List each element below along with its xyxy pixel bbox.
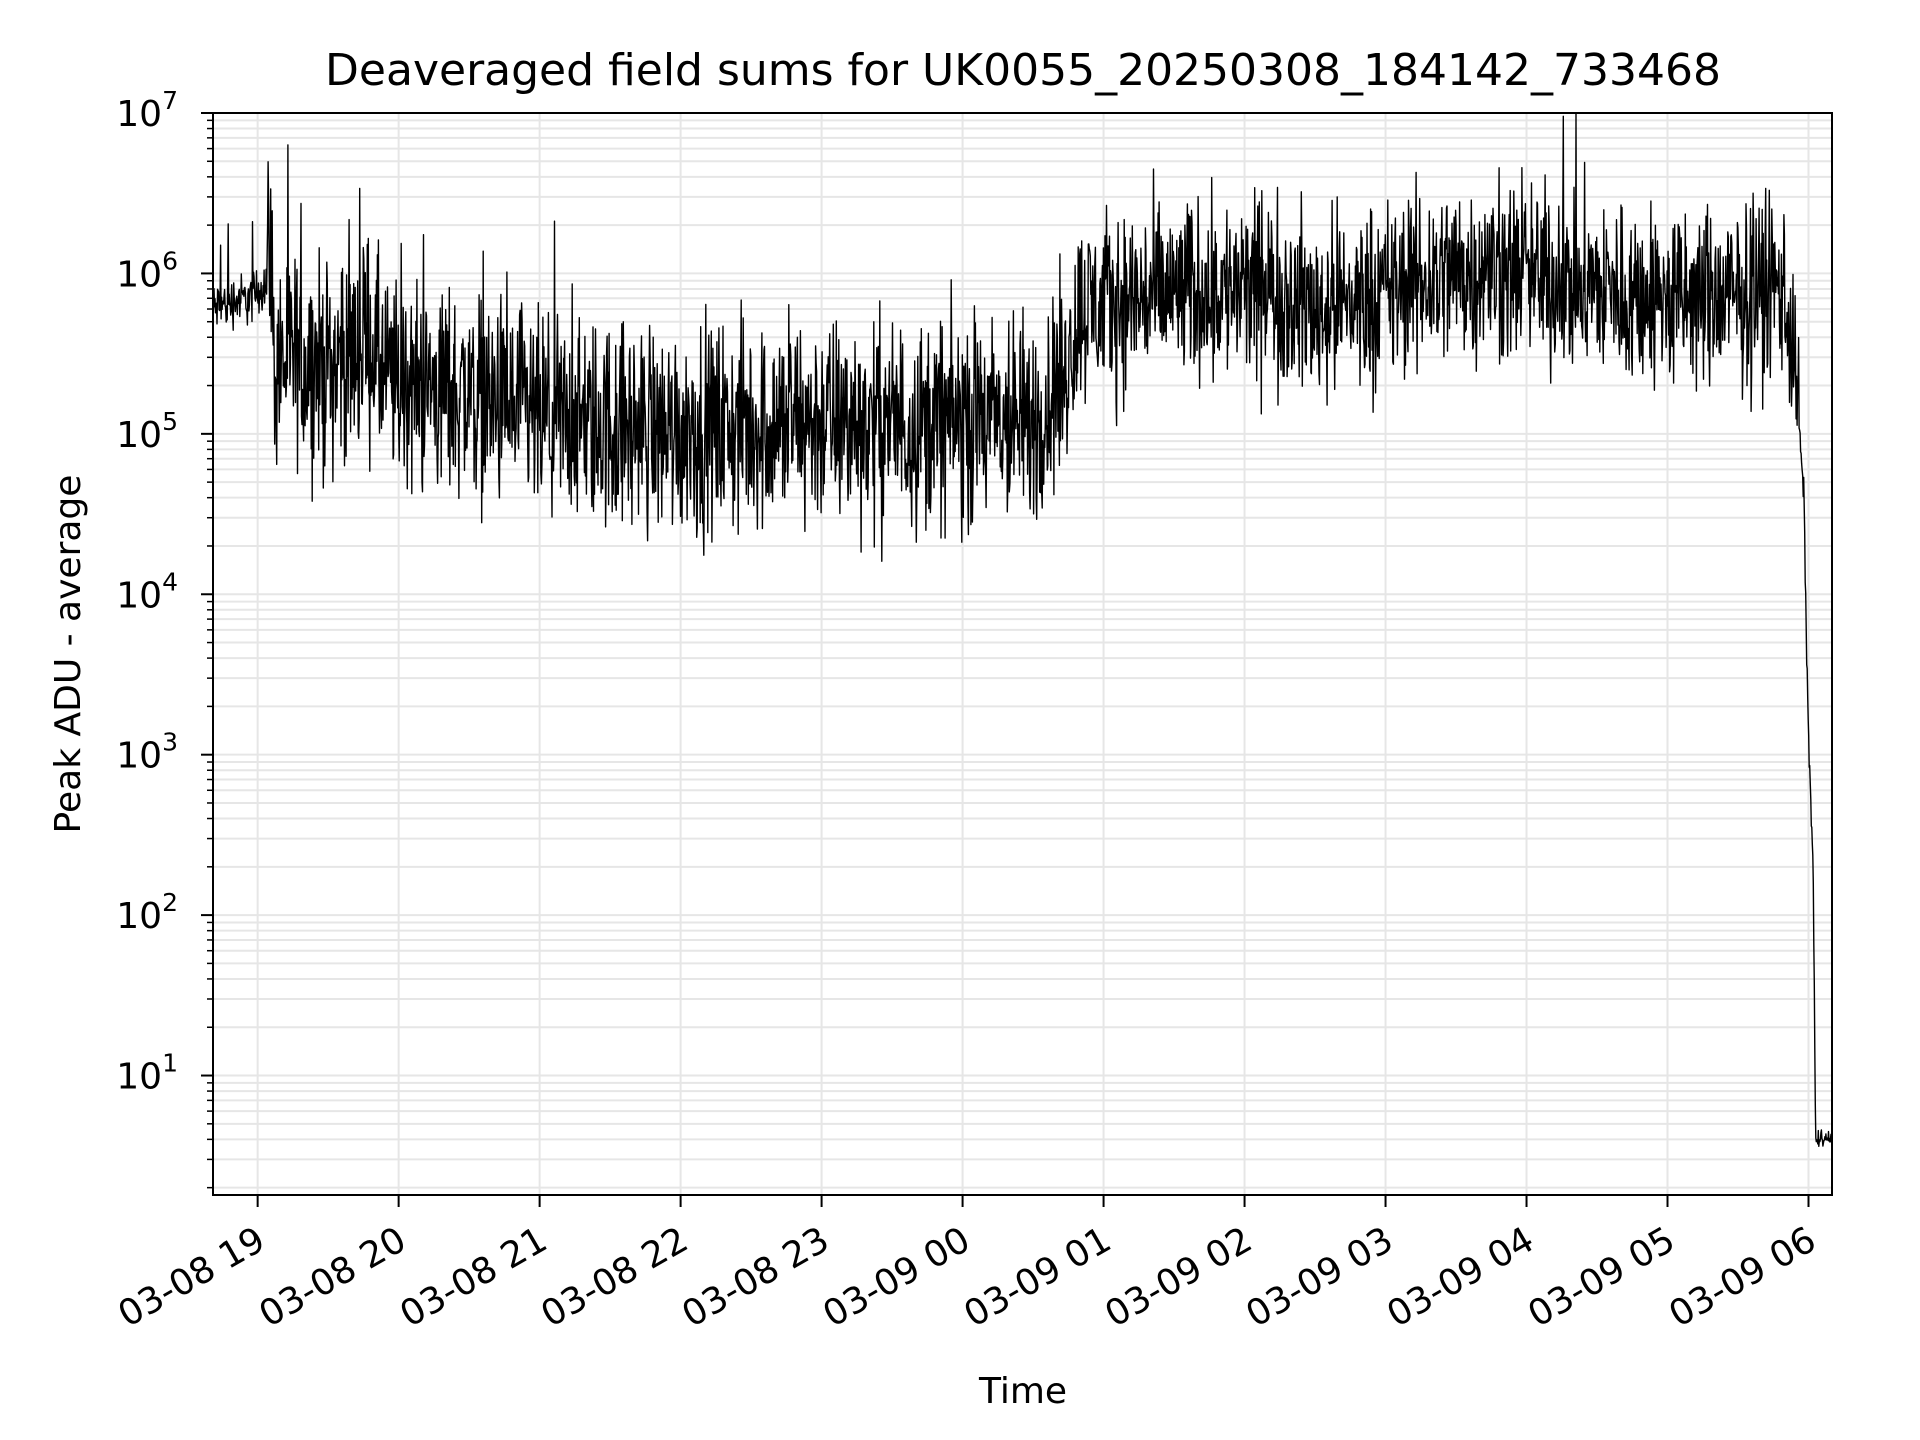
y-tick-label: 104: [116, 567, 178, 616]
x-tick-label: 03-09 06: [1662, 1219, 1823, 1335]
y-tick-label: 106: [116, 246, 178, 295]
series-line: [212, 112, 1833, 1148]
plot-frame: [212, 112, 1833, 1196]
y-axis-label: Peak ADU - average: [48, 475, 89, 834]
x-axis-label: Time: [978, 1371, 1067, 1412]
y-tick-label: 102: [116, 888, 178, 937]
x-tick-label: 03-09 03: [1239, 1219, 1400, 1335]
x-tick-label: 03-08 22: [534, 1219, 695, 1335]
x-tick-label: 03-09 02: [1098, 1219, 1259, 1335]
x-tick-label: 03-08 19: [111, 1219, 272, 1335]
x-tick-label: 03-09 04: [1380, 1219, 1541, 1335]
y-tick-label: 107: [116, 86, 178, 135]
y-tick-label: 101: [116, 1049, 178, 1098]
y-tick-label: 103: [116, 728, 178, 777]
data-layer: [212, 112, 1833, 1148]
chart-title: Deaveraged field sums for UK0055_2025030…: [325, 45, 1721, 96]
x-tick-label: 03-08 23: [675, 1219, 836, 1335]
x-tick-label: 03-09 05: [1521, 1219, 1682, 1335]
x-tick-label: 03-08 21: [393, 1219, 554, 1335]
x-tick-label: 03-09 01: [957, 1219, 1118, 1335]
x-tick-label: 03-08 20: [252, 1219, 413, 1335]
y-tick-label: 105: [116, 407, 178, 456]
x-tick-label: 03-09 00: [816, 1219, 977, 1335]
